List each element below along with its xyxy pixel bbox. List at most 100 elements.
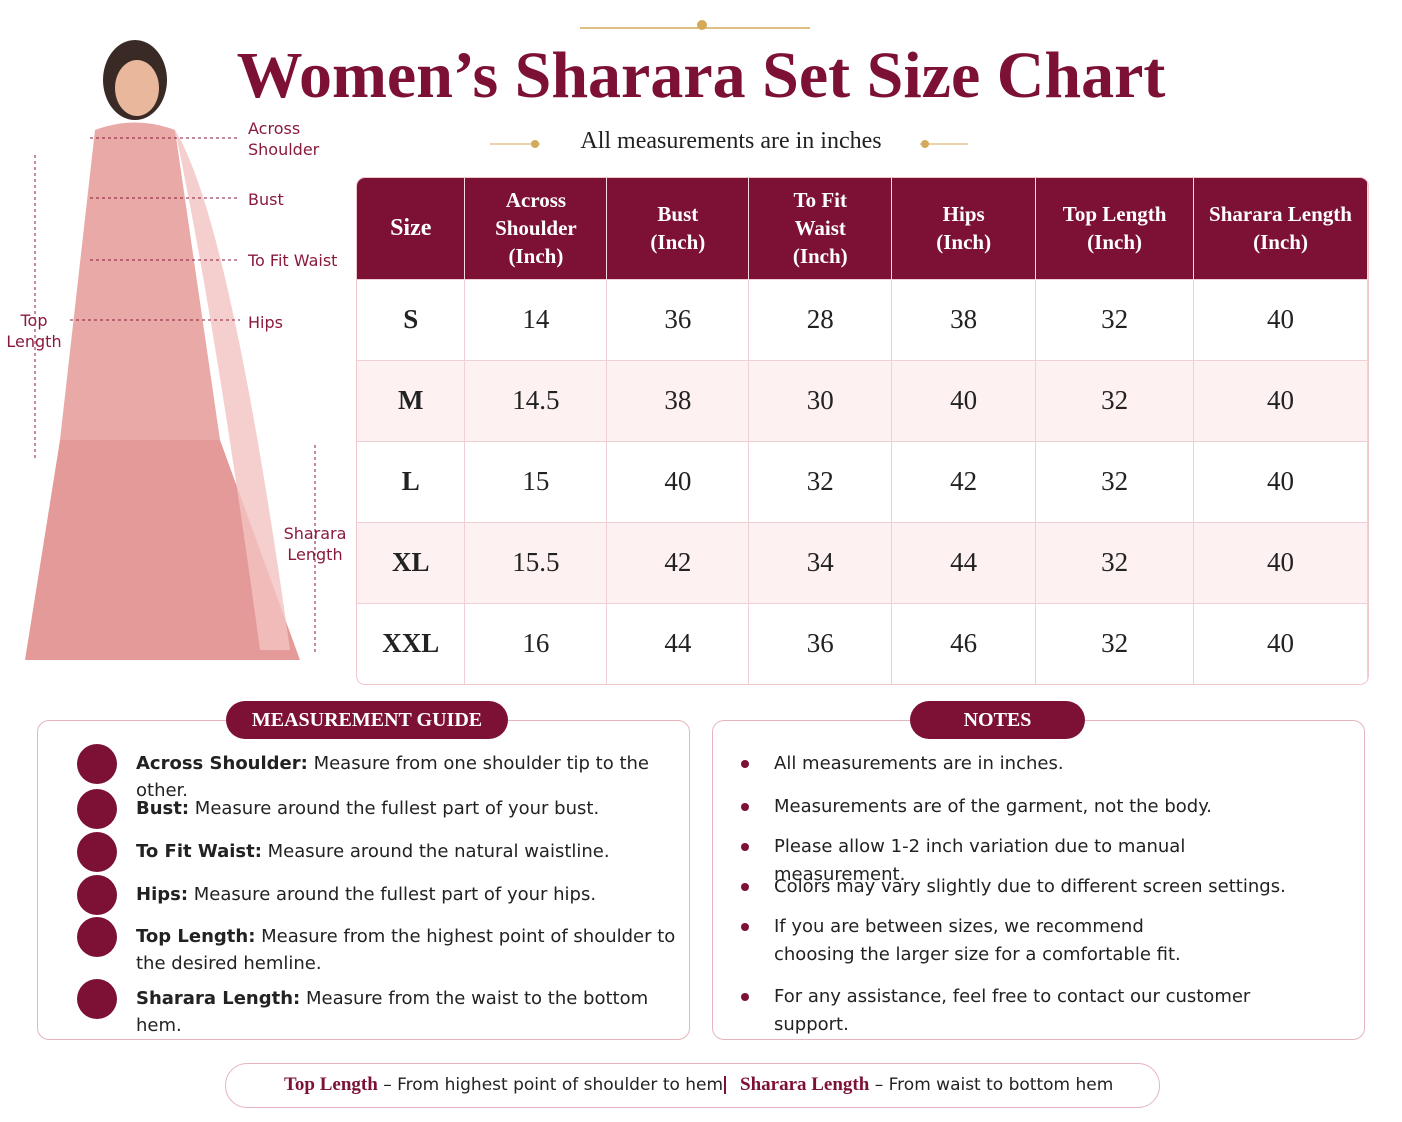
footer-text: – From highest point of shoulder to hem [383, 1075, 724, 1095]
header-cell: To Fit Waist (Inch) [748, 178, 893, 279]
header-label: To Fit Waist [793, 188, 847, 241]
table-cell: 46 [891, 602, 1037, 684]
header-cell: Sharara Length (Inch) [1193, 178, 1368, 279]
note-item: Measurements are of the garment, not the… [774, 796, 1213, 817]
guide-item: Across Shoulder: Measure from one should… [136, 750, 676, 804]
figure-label: Top Length [6, 311, 62, 351]
guide-icon [77, 875, 117, 915]
figure-label: Hips [248, 313, 283, 332]
guide-icon [77, 979, 117, 1019]
header-cell: Hips (Inch) [891, 178, 1037, 279]
guide-item: Sharara Length: Measure from the waist t… [136, 985, 676, 1039]
title: Women’s Sharara Set Size Chart [236, 39, 1166, 112]
header-cell: Bust (Inch) [606, 178, 750, 279]
guide-term: Top Length: [136, 926, 256, 947]
header-label: Hips [942, 202, 985, 227]
header-cell: Top Length (Inch) [1035, 178, 1195, 279]
note-item: All measurements are in inches. [774, 753, 1064, 774]
guide-term: To Fit Waist: [136, 841, 262, 862]
subtitle: All measurements are in inches [580, 128, 882, 154]
header-label: Sharara Length [1209, 202, 1352, 227]
guide-text: Measure around the fullest part of your … [193, 884, 597, 905]
note-item: If you are between sizes, we recommend c… [774, 916, 1181, 965]
guide-text: Measure from the highest point of should… [136, 926, 676, 974]
guide-item: Bust: Measure around the fullest part of… [136, 795, 676, 822]
bullet [741, 923, 749, 931]
guide-term: Across Shoulder: [136, 753, 308, 774]
table-cell: 44 [891, 521, 1037, 603]
table-cell: 40 [1193, 278, 1368, 360]
figure-label: Sharara Length [283, 524, 347, 564]
guide-term: Hips: [136, 884, 189, 905]
guide-term: Bust: [136, 798, 190, 819]
guide-text: Measure from one shoulder tip to the oth… [136, 753, 649, 801]
bullet [741, 883, 749, 891]
bullet [741, 993, 749, 1001]
table-cell: 40 [606, 440, 750, 522]
table-cell: 32 [1035, 278, 1195, 360]
table-cell: 32 [1035, 521, 1195, 603]
header-unit: (Inch) [792, 244, 848, 269]
notes-title: NOTES [910, 701, 1085, 739]
table-cell: L [357, 440, 466, 522]
table-cell: 28 [748, 278, 893, 360]
guide-icon [77, 917, 117, 957]
table-row: L 15 40 32 42 32 40 [357, 440, 1368, 522]
table-cell: 14.5 [464, 359, 608, 441]
footer-term: Top Length [284, 1074, 378, 1095]
table-cell: XXL [357, 602, 466, 684]
footer-box [225, 1063, 1160, 1108]
table-cell: 38 [606, 359, 750, 441]
model-figure [25, 40, 316, 660]
header-unit: (Inch) [936, 230, 992, 255]
header-cell: Size [357, 178, 466, 279]
size-table: Size Across Shoulder (Inch) Bust (Inch) To Fi… [357, 178, 1368, 684]
table-cell: S [357, 278, 466, 360]
table-cell: 42 [606, 521, 750, 603]
header-label: Bust [657, 202, 699, 227]
footer-item: Sharara Length – From waist to bottom he… [740, 1073, 1113, 1097]
note-item: Colors may vary slightly due to differen… [774, 876, 1286, 897]
table-row: M 14.5 38 30 40 32 40 [357, 359, 1368, 441]
table-cell: 40 [1193, 602, 1368, 684]
table-cell: 36 [748, 602, 893, 684]
footer-separator [724, 1076, 726, 1094]
table-cell: 40 [1193, 359, 1368, 441]
guide-item: To Fit Waist: Measure around the natural… [136, 838, 676, 865]
table-cell: 40 [1193, 440, 1368, 522]
table-cell: 40 [891, 359, 1037, 441]
table-cell: 34 [748, 521, 893, 603]
figure-label: To Fit Waist [248, 251, 338, 270]
table-row: XXL 16 44 36 46 32 40 [357, 602, 1368, 684]
table-cell: 32 [1035, 359, 1195, 441]
bullet [741, 843, 749, 851]
guide-term: Sharara Length: [136, 988, 301, 1009]
footer-term: Sharara Length [740, 1074, 870, 1095]
guide-text: Measure around the natural waistline. [267, 841, 610, 862]
footer-text: – From waist to bottom hem [874, 1075, 1114, 1095]
header-unit: (Inch) [650, 230, 706, 255]
guide-item: Hips: Measure around the fullest part of… [136, 881, 676, 908]
table-cell: 14 [464, 278, 608, 360]
table-cell: 15 [464, 440, 608, 522]
header-unit: (Inch) [508, 244, 564, 269]
guide-icon [77, 832, 117, 872]
table-row: XL 15.5 42 34 44 32 40 [357, 521, 1368, 603]
header-unit: (Inch) [1253, 230, 1308, 255]
table-cell: M [357, 359, 466, 441]
table-cell: 32 [1035, 440, 1195, 522]
table-cell: 38 [891, 278, 1037, 360]
ornaments [490, 20, 968, 148]
header-label: Size [390, 215, 432, 242]
header-label: Across Shoulder [495, 188, 577, 241]
figure-label: Bust [248, 190, 284, 209]
table-cell: 42 [891, 440, 1037, 522]
guide-icon [77, 744, 117, 784]
note-item: Please allow 1-2 inch variation due to m… [774, 836, 1186, 885]
table-cell: 40 [1193, 521, 1368, 603]
table-cell: 16 [464, 602, 608, 684]
table-cell: 30 [748, 359, 893, 441]
footer-item: Top Length – From highest point of shoul… [284, 1073, 723, 1097]
header-unit: (Inch) [1087, 230, 1142, 255]
